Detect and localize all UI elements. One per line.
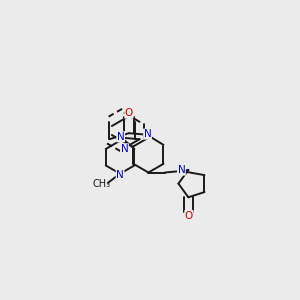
Text: O: O [185, 211, 193, 220]
Text: N: N [144, 129, 152, 139]
Text: N: N [116, 169, 124, 180]
Text: CH₃: CH₃ [92, 179, 110, 189]
Text: N: N [117, 132, 124, 142]
Text: N: N [178, 165, 185, 175]
Text: O: O [125, 108, 133, 118]
Text: N: N [121, 144, 128, 154]
